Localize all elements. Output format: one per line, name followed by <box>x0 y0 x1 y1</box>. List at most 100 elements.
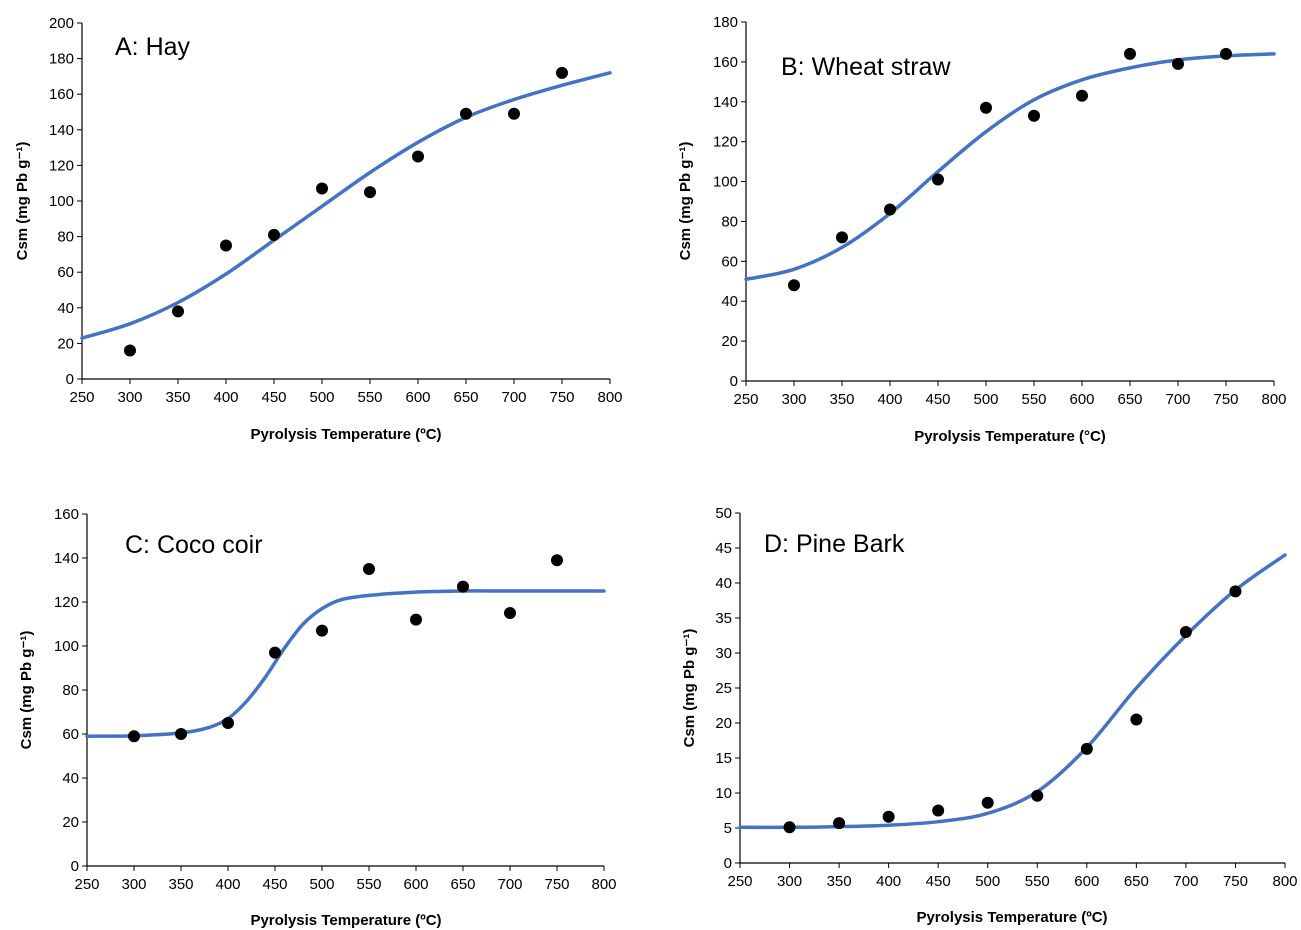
data-point <box>1130 713 1143 726</box>
data-point <box>316 182 328 195</box>
data-point <box>460 107 472 120</box>
data-point <box>412 150 424 163</box>
panel-d: D: Pine Bark Pyrolysis Temperature (ºC) … <box>681 505 1298 926</box>
x-tick-label: 600 <box>1069 391 1094 408</box>
y-axis-title: Csm (mg Pb g⁻¹) <box>14 142 31 261</box>
data-point <box>128 730 140 743</box>
x-tick-label: 700 <box>497 876 522 893</box>
y-tick-label: 140 <box>713 94 738 111</box>
x-tick-label: 750 <box>1223 873 1248 890</box>
y-tick-label: 180 <box>713 14 738 31</box>
x-tick-label: 450 <box>925 391 950 408</box>
x-axis-title: Pyrolysis Temperature (ºC) <box>916 909 1107 926</box>
x-tick-label: 600 <box>403 876 428 893</box>
y-tick-label: 15 <box>715 750 732 767</box>
y-tick-label: 140 <box>54 550 79 567</box>
x-tick-label: 650 <box>1117 391 1142 408</box>
y-tick-label: 20 <box>57 335 74 352</box>
x-tick-label: 600 <box>405 389 430 406</box>
panel-title: D: Pine Bark <box>764 530 905 558</box>
x-tick-label: 300 <box>117 389 142 406</box>
y-tick-label: 100 <box>713 174 738 191</box>
x-tick-label: 350 <box>827 873 852 890</box>
fit-curve <box>85 589 606 738</box>
data-point <box>981 796 994 809</box>
y-tick-label: 180 <box>49 51 74 68</box>
data-point <box>269 646 281 659</box>
x-tick-label: 500 <box>975 873 1000 890</box>
x-tick-label: 500 <box>309 876 334 893</box>
fit-curve <box>744 52 1276 282</box>
x-axis-title: Pyrolysis Temperature (ºC) <box>250 426 441 443</box>
data-point <box>556 66 568 79</box>
data-point <box>504 607 516 619</box>
x-tick-label: 700 <box>501 389 526 406</box>
x-tick-label: 750 <box>549 389 574 406</box>
x-tick-label: 650 <box>453 389 478 406</box>
x-tick-label: 400 <box>213 389 238 406</box>
x-tick-label: 300 <box>777 873 802 890</box>
data-point <box>932 173 944 186</box>
data-point <box>457 580 469 593</box>
x-tick-label: 500 <box>973 391 998 408</box>
x-tick-label: 500 <box>309 389 334 406</box>
data-point <box>836 231 848 244</box>
x-tick-label: 750 <box>1213 391 1238 408</box>
data-point <box>363 563 375 575</box>
x-tick-label: 300 <box>121 876 146 893</box>
data-point <box>1172 57 1184 70</box>
x-tick-label: 250 <box>69 389 94 406</box>
y-tick-label: 100 <box>49 193 74 210</box>
y-tick-label: 40 <box>62 770 79 787</box>
data-point <box>980 101 992 114</box>
x-tick-label: 700 <box>1165 391 1190 408</box>
y-tick-label: 200 <box>49 15 74 32</box>
x-tick-label: 350 <box>829 391 854 408</box>
x-tick-label: 350 <box>168 876 193 893</box>
x-tick-label: 550 <box>1021 391 1046 408</box>
panel-c: C: Coco coir Pyrolysis Temperature (ºC) … <box>18 506 617 929</box>
data-point <box>508 107 520 120</box>
y-tick-label: 10 <box>715 785 732 802</box>
data-point <box>364 186 376 199</box>
y-tick-label: 0 <box>66 371 74 388</box>
data-point <box>410 613 422 626</box>
data-point <box>1124 47 1136 60</box>
x-tick-label: 650 <box>1124 873 1149 890</box>
y-tick-label: 80 <box>721 213 738 230</box>
data-point <box>268 228 280 241</box>
y-tick-label: 60 <box>57 264 74 281</box>
x-tick-label: 800 <box>1272 873 1297 890</box>
y-axis-title: Csm (mg Pb g⁻¹) <box>677 142 694 261</box>
y-tick-label: 160 <box>713 54 738 71</box>
data-point <box>1031 789 1044 802</box>
panel-title: C: Coco coir <box>125 531 263 559</box>
x-tick-label: 450 <box>926 873 951 890</box>
data-point <box>124 344 136 357</box>
x-tick-label: 350 <box>165 389 190 406</box>
y-tick-label: 30 <box>715 645 732 662</box>
x-axis-title: Pyrolysis Temperature (°C) <box>914 428 1106 445</box>
y-tick-label: 160 <box>49 86 74 103</box>
y-tick-label: 0 <box>724 855 732 872</box>
y-tick-label: 20 <box>715 715 732 732</box>
y-tick-label: 40 <box>721 293 738 310</box>
data-point <box>316 624 328 637</box>
y-tick-label: 80 <box>57 229 74 246</box>
x-tick-label: 250 <box>733 391 758 408</box>
data-point <box>1179 626 1192 638</box>
fit-curve <box>80 71 612 340</box>
x-tick-label: 450 <box>262 876 287 893</box>
panel-a: A: Hay Pyrolysis Temperature (ºC) Csm (m… <box>14 15 623 443</box>
data-point <box>833 817 846 830</box>
y-tick-label: 40 <box>715 575 732 592</box>
y-tick-label: 0 <box>730 373 738 390</box>
x-tick-label: 650 <box>450 876 475 893</box>
y-tick-label: 120 <box>713 134 738 151</box>
y-tick-label: 60 <box>721 253 738 270</box>
data-point <box>788 279 800 292</box>
y-tick-label: 80 <box>62 682 79 699</box>
panel-title: A: Hay <box>115 33 191 61</box>
data-point <box>1080 742 1093 755</box>
data-point <box>551 554 563 567</box>
